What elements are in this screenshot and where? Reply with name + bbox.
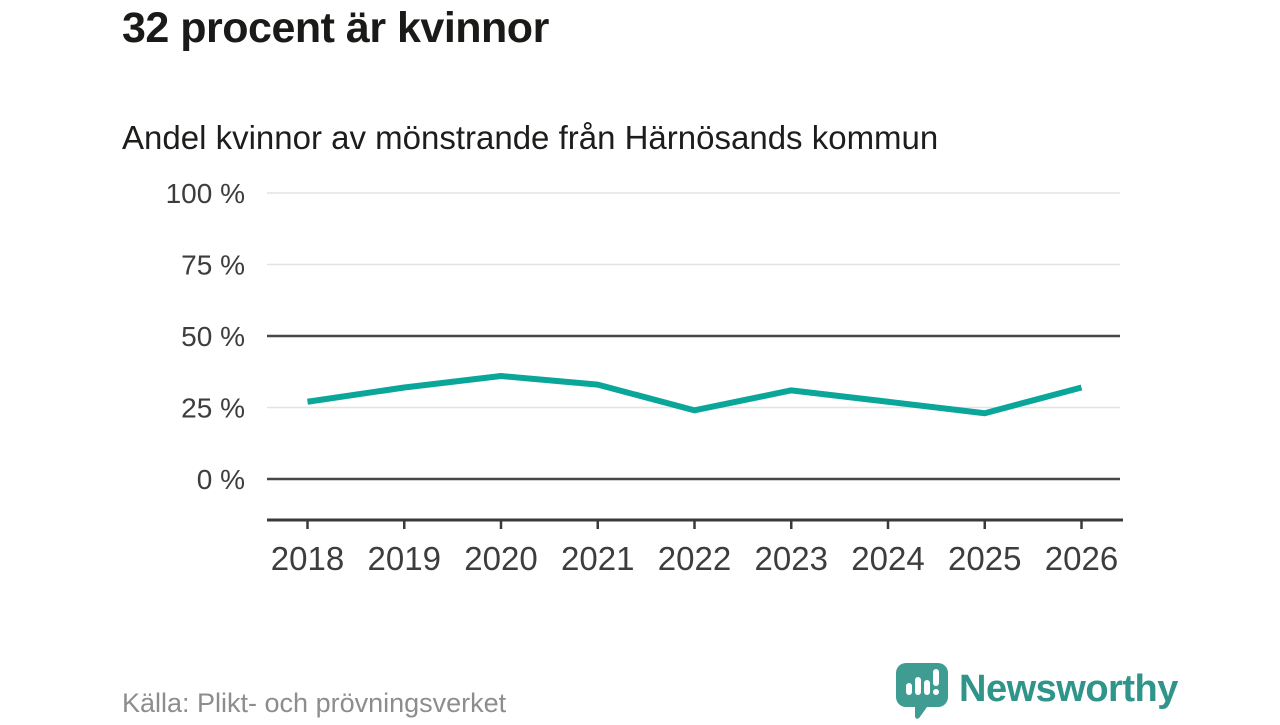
source-note: Källa: Plikt- och prövningsverket (122, 688, 507, 718)
y-tick-label: 25 % (181, 393, 245, 424)
x-tick-label: 2020 (464, 540, 537, 577)
y-tick-label: 0 % (197, 464, 245, 495)
speech-bubble-shape (896, 663, 948, 719)
x-tick-label: 2018 (271, 540, 344, 577)
newsworthy-logo: Newsworthy (896, 663, 1178, 720)
newsworthy-icon (896, 663, 948, 720)
x-tick-label: 2024 (851, 540, 924, 577)
x-tick-label: 2022 (658, 540, 731, 577)
y-tick-label: 75 % (181, 250, 245, 281)
newsworthy-wordmark: Newsworthy (959, 668, 1178, 710)
x-tick-label: 2019 (368, 540, 441, 577)
data-line-andel-kvinnor-av-m-nstrande (307, 373, 1083, 417)
y-tick-label: 50 % (181, 321, 245, 352)
x-tick-label: 2021 (561, 540, 634, 577)
chart-title: 32 procent är kvinnor (122, 4, 549, 52)
chart-subtitle: Andel kvinnor av mönstrande från Härnösa… (122, 119, 939, 156)
y-tick-label: 100 % (166, 178, 245, 209)
x-tick-label: 2023 (755, 540, 828, 577)
x-tick-label: 2025 (948, 540, 1021, 577)
x-tick-label: 2026 (1045, 540, 1118, 577)
